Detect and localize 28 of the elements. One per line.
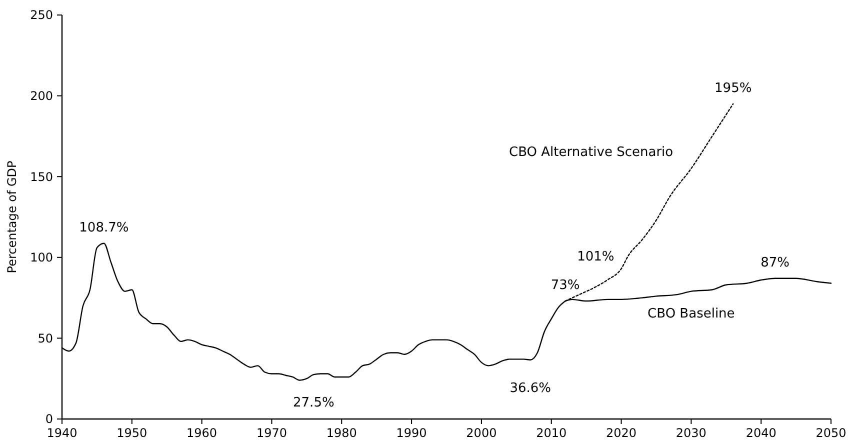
y-tick-label: 50: [38, 331, 53, 346]
x-tick-label: 1990: [396, 426, 427, 440]
x-tick-label: 1950: [116, 426, 148, 440]
y-tick-label: 150: [30, 170, 53, 184]
annotation: 36.6%: [510, 380, 552, 396]
x-tick-label: 2000: [466, 426, 497, 440]
x-tick-label: 1940: [46, 426, 78, 440]
y-tick-label: 0: [45, 412, 53, 426]
annotation: 27.5%: [293, 396, 334, 411]
annotation: 108.7%: [79, 220, 129, 236]
x-tick-label: 1980: [326, 426, 357, 440]
annotation: 101%: [577, 249, 614, 264]
y-tick-label: 250: [30, 8, 53, 22]
annotation: 195%: [714, 80, 752, 96]
x-tick-label: 1960: [186, 426, 218, 440]
annotation: 87%: [760, 255, 790, 270]
x-tick-label: 2030: [676, 426, 706, 440]
y-tick-label: 100: [30, 250, 53, 265]
x-tick-label: 2040: [746, 426, 776, 440]
y-tick-label: 200: [30, 89, 53, 103]
x-tick-label: 2050: [816, 426, 846, 440]
series-label: CBO Baseline: [648, 306, 735, 322]
series-label: CBO Alternative Scenario: [509, 144, 674, 160]
y-axis-title: Percentage of GDP: [5, 160, 19, 274]
annotation: 73%: [550, 278, 580, 294]
x-tick-label: 2020: [606, 426, 637, 440]
x-tick-label: 2010: [536, 426, 567, 440]
x-tick-label: 1970: [256, 426, 287, 440]
